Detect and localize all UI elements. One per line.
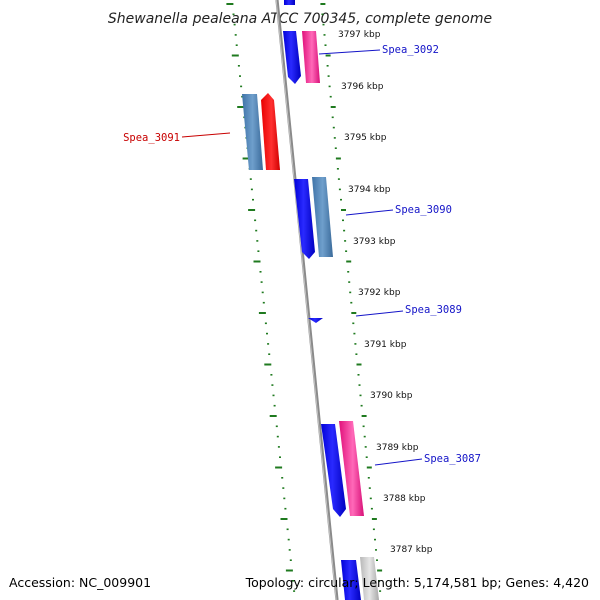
kbp-label: 3790 kbp xyxy=(370,391,413,401)
gene-spea-3091-steel xyxy=(242,94,263,170)
gene-label-spea-3091[interactable]: Spea_3091 xyxy=(123,132,231,144)
gene-label-spea-3089[interactable]: Spea_3089 xyxy=(355,304,462,317)
gene-label-spea-3092[interactable]: Spea_3092 xyxy=(318,44,439,56)
leader-line xyxy=(345,209,394,216)
gene-spea-3091-red xyxy=(261,93,280,170)
gene-label-text[interactable]: Spea_3087 xyxy=(424,453,481,465)
genome-backbone xyxy=(275,0,339,600)
kbp-label: 3791 kbp xyxy=(364,340,407,350)
gene-spea-3092-pink xyxy=(302,31,320,83)
gene-spea-3089-small xyxy=(308,318,323,323)
leader-line xyxy=(355,310,404,317)
kbp-label: 3794 kbp xyxy=(348,185,391,195)
leader-line xyxy=(318,49,381,55)
accession-text: Accession: NC_009901 xyxy=(9,575,151,590)
kbp-label: 3788 kbp xyxy=(383,494,426,504)
kbp-label: 3797 kbp xyxy=(338,30,381,40)
gene-spea-3092-blue xyxy=(283,31,301,84)
map-title: Shewanella pealeana ATCC 700345, complet… xyxy=(108,11,492,27)
gene-spea-3090-steel xyxy=(312,177,333,257)
gene-label-text[interactable]: Spea_3089 xyxy=(405,304,462,316)
genome-summary-text: Topology: circular; Length: 5,174,581 bp… xyxy=(245,575,589,590)
gene-top-edge xyxy=(284,0,295,5)
kbp-label: 3793 kbp xyxy=(353,237,396,247)
kbp-label: 3789 kbp xyxy=(376,443,419,453)
gene-label-text[interactable]: Spea_3091 xyxy=(123,132,180,144)
leader-line xyxy=(374,458,423,466)
gene-label-text[interactable]: Spea_3092 xyxy=(382,44,439,56)
right-tick-ring xyxy=(320,3,383,592)
kbp-label: 3792 kbp xyxy=(358,288,401,298)
genome-backbone-highlight xyxy=(275,0,337,600)
gene-spea-3087-blue xyxy=(321,424,346,517)
gene-label-text[interactable]: Spea_3090 xyxy=(395,204,452,216)
kbp-label: 3795 kbp xyxy=(344,133,387,143)
gene-features xyxy=(242,0,379,600)
gene-label-spea-3087[interactable]: Spea_3087 xyxy=(374,453,481,466)
gene-spea-3087-pink xyxy=(339,421,364,516)
kbp-label: 3796 kbp xyxy=(341,82,384,92)
gene-bottom-blue xyxy=(341,560,361,600)
gene-spea-3090-blue xyxy=(294,179,315,259)
kbp-label: 3787 kbp xyxy=(390,545,433,555)
leader-line xyxy=(181,132,231,138)
kbp-labels: 3797 kbp 3796 kbp 3795 kbp 3794 kbp 3793… xyxy=(338,30,433,555)
gene-bottom-grey xyxy=(360,557,379,600)
gene-label-spea-3090[interactable]: Spea_3090 xyxy=(345,204,452,216)
